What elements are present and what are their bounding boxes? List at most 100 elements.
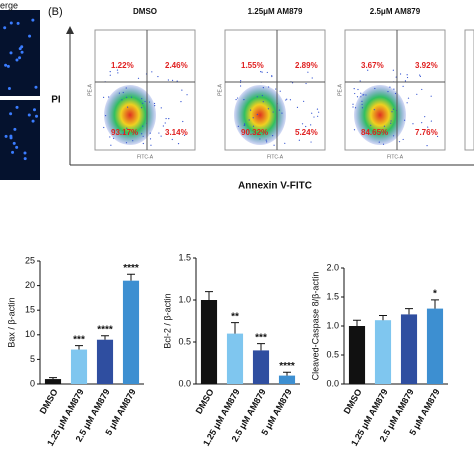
y-axis-label: Bax / β-actin bbox=[6, 297, 16, 347]
event bbox=[125, 87, 127, 89]
event bbox=[149, 138, 152, 140]
event bbox=[116, 69, 119, 71]
cell bbox=[3, 26, 7, 30]
event bbox=[162, 125, 164, 127]
event bbox=[359, 80, 361, 82]
y-tick-label: 10 bbox=[25, 329, 35, 339]
event bbox=[164, 122, 166, 124]
event bbox=[122, 132, 124, 134]
event bbox=[260, 71, 262, 73]
event bbox=[183, 134, 186, 136]
event bbox=[236, 97, 239, 99]
panel-label: erge bbox=[0, 0, 18, 10]
event bbox=[426, 145, 428, 147]
event bbox=[109, 136, 111, 138]
event bbox=[167, 79, 169, 81]
density bbox=[234, 85, 286, 145]
event bbox=[298, 128, 300, 131]
event bbox=[318, 111, 320, 113]
event bbox=[365, 94, 367, 96]
quadrant-value: 90.32% bbox=[241, 128, 268, 137]
significance: * bbox=[433, 289, 437, 300]
panel-label: (B) bbox=[48, 6, 63, 18]
event bbox=[416, 93, 418, 95]
cell bbox=[9, 136, 13, 140]
x-tick-label: DMSO bbox=[194, 387, 216, 415]
cell bbox=[9, 21, 13, 25]
bar bbox=[200, 300, 218, 384]
event bbox=[176, 80, 178, 82]
event bbox=[284, 142, 286, 144]
bar bbox=[252, 350, 270, 384]
bar bbox=[278, 375, 296, 384]
event bbox=[272, 111, 274, 113]
event bbox=[279, 90, 281, 92]
event bbox=[252, 117, 254, 119]
error-bar bbox=[231, 322, 239, 334]
event bbox=[370, 124, 372, 126]
cell bbox=[15, 105, 19, 109]
event bbox=[160, 135, 162, 137]
axis-label: PE-A bbox=[337, 84, 343, 96]
event bbox=[406, 102, 408, 104]
event bbox=[360, 92, 362, 94]
event bbox=[303, 100, 305, 102]
event bbox=[275, 88, 277, 90]
error-bar bbox=[127, 273, 135, 281]
density bbox=[354, 85, 406, 145]
event bbox=[430, 120, 432, 122]
arrow bbox=[66, 26, 74, 34]
event bbox=[310, 124, 312, 126]
event bbox=[286, 98, 288, 100]
event bbox=[157, 75, 159, 78]
event bbox=[357, 88, 359, 91]
event bbox=[130, 96, 133, 98]
y-tick-label: 20 bbox=[25, 280, 35, 290]
axis-label: PE-A bbox=[217, 84, 223, 96]
event bbox=[125, 96, 128, 98]
event bbox=[113, 129, 115, 131]
event bbox=[154, 105, 156, 107]
error-bar bbox=[75, 345, 83, 350]
event bbox=[142, 142, 144, 145]
event bbox=[244, 124, 246, 126]
event bbox=[391, 111, 393, 113]
plot-frame bbox=[94, 29, 196, 151]
event bbox=[296, 106, 299, 108]
event bbox=[387, 90, 389, 93]
event bbox=[354, 92, 356, 95]
quadrant-value: 3.92% bbox=[415, 61, 438, 70]
event bbox=[362, 94, 364, 96]
event bbox=[108, 96, 110, 98]
event bbox=[421, 122, 423, 124]
quadrant-value: 93.17% bbox=[111, 128, 138, 137]
cell bbox=[4, 134, 8, 138]
event bbox=[378, 141, 380, 143]
quadrant-value: 84.65% bbox=[361, 128, 388, 137]
error-bar bbox=[431, 299, 439, 309]
plot-title: DMSO bbox=[133, 7, 157, 16]
event bbox=[186, 94, 188, 96]
event bbox=[256, 96, 258, 98]
event bbox=[150, 144, 152, 146]
error-bar bbox=[379, 315, 387, 321]
event bbox=[278, 109, 281, 111]
quadrant-value: 5.24% bbox=[295, 128, 318, 137]
cell bbox=[23, 157, 27, 161]
event bbox=[404, 119, 406, 121]
event bbox=[168, 118, 170, 120]
cell bbox=[27, 113, 31, 117]
cell bbox=[9, 112, 13, 116]
error-bar bbox=[283, 371, 291, 376]
bar bbox=[400, 314, 418, 384]
event bbox=[181, 89, 183, 91]
bar bbox=[426, 308, 444, 384]
significance: **** bbox=[279, 361, 295, 372]
error-bar bbox=[49, 377, 57, 380]
event bbox=[127, 106, 129, 108]
event bbox=[392, 135, 395, 137]
bar bbox=[348, 326, 366, 384]
event bbox=[285, 99, 287, 101]
event bbox=[316, 108, 319, 110]
